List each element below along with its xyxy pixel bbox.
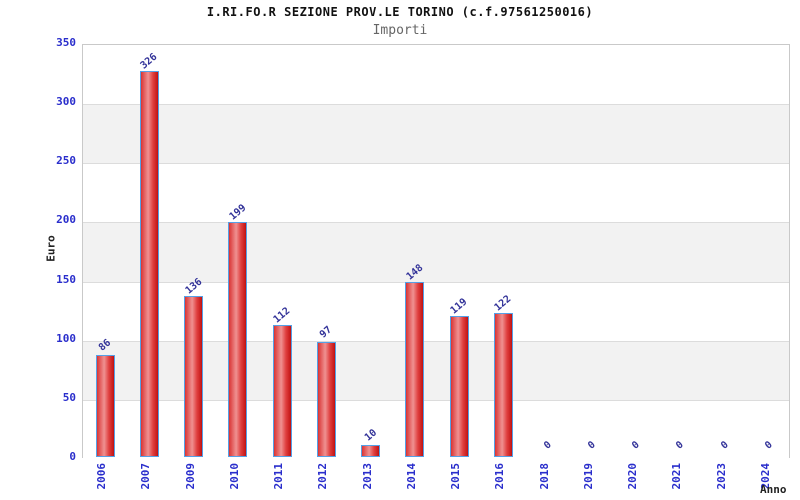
x-tick-2009: 2009 [183,463,197,490]
chart-subtitle: Importi [372,23,428,38]
y-tick-150: 150 [56,272,76,286]
x-tick-2020: 2020 [626,463,640,490]
gridline [83,222,789,224]
bar-2012 [316,342,336,457]
y-tick-250: 250 [56,154,76,168]
bar-2009 [184,296,204,457]
x-tick-2012: 2012 [316,463,330,490]
gridline [83,340,789,342]
gridline [83,281,789,283]
bar-2007 [139,71,159,457]
x-tick-2018: 2018 [537,463,551,490]
plot-band [83,104,789,164]
gridline [83,104,789,106]
plot-band [83,163,789,223]
bar-2010 [228,221,248,457]
gridline [83,163,789,165]
x-tick-2014: 2014 [404,463,418,490]
y-tick-200: 200 [56,213,76,227]
bar-2015 [449,316,469,457]
plot-band [83,45,789,105]
plot-band [83,222,789,282]
gridline [83,399,789,401]
x-tick-2011: 2011 [272,463,286,490]
x-axis-label: Anno [760,483,787,496]
bar-2006 [95,355,115,457]
y-tick-50: 50 [62,390,76,404]
x-tick-2010: 2010 [227,463,241,490]
plot-area: 86 326 136 199 112 97 10 148 119 122 0 0 0 0 0 0 [82,44,790,459]
bar-2013 [361,445,381,457]
x-tick-2015: 2015 [449,463,463,490]
x-tick-2023: 2023 [714,463,728,490]
x-tick-2013: 2013 [360,463,374,490]
chart-title: I.RI.FO.R SEZIONE PROV.LE TORINO (c.f.97… [206,5,594,19]
x-tick-2019: 2019 [581,463,595,490]
y-axis-label: Euro [44,235,58,262]
y-tick-350: 350 [56,36,76,49]
y-tick-0: 0 [69,450,76,463]
y-tick-100: 100 [56,331,76,345]
bar-2014 [405,281,425,457]
y-tick-300: 300 [56,95,76,109]
bar-2016 [493,312,513,457]
x-tick-2021: 2021 [670,463,684,490]
x-tick-2006: 2006 [95,463,109,490]
x-tick-2016: 2016 [493,463,507,490]
x-tick-2007: 2007 [139,463,153,490]
bar-2011 [272,324,292,457]
